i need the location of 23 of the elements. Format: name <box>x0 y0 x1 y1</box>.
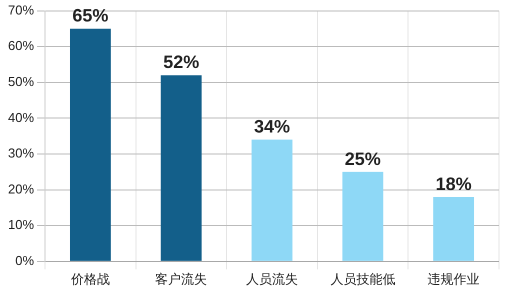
x-tick-label: 人员技能低 <box>330 272 396 288</box>
y-tick-label: 40% <box>8 110 34 125</box>
y-tick-label: 60% <box>8 38 34 54</box>
x-tick-label: 客户流失 <box>155 272 208 288</box>
x-tick-label: 人员流失 <box>246 272 298 288</box>
y-tick-label: 30% <box>8 146 34 161</box>
bar <box>252 140 292 261</box>
data-label: 65% <box>72 6 108 26</box>
bar <box>160 75 202 261</box>
y-tick-label: 10% <box>8 217 34 232</box>
y-tick-label: 20% <box>8 181 34 196</box>
data-label: 25% <box>344 148 381 169</box>
data-label: 34% <box>254 116 290 137</box>
bar <box>433 196 474 261</box>
y-tick-label: 70% <box>8 2 34 18</box>
data-label: 18% <box>436 174 472 194</box>
y-tick-label: 50% <box>8 74 34 89</box>
x-tick-label: 价格战 <box>70 272 110 288</box>
y-tick-label: 0% <box>15 252 34 268</box>
x-tick-label: 违规作业 <box>428 272 480 288</box>
bar <box>70 28 111 261</box>
bar <box>342 172 384 261</box>
data-label: 52% <box>163 52 200 72</box>
